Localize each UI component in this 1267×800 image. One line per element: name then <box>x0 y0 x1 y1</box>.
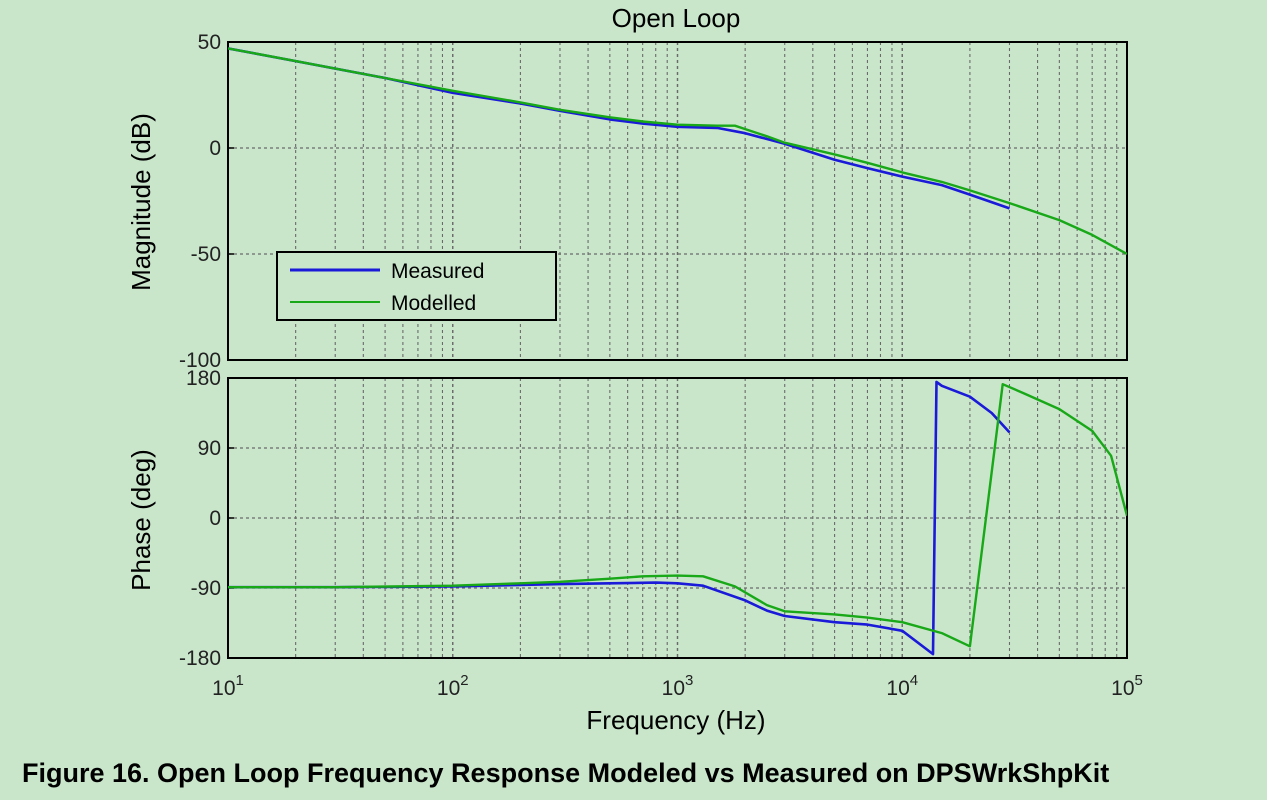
x-tick-label: 102 <box>437 672 469 700</box>
magnitude-ylabel: Magnitude (dB) <box>126 113 156 291</box>
figure-caption: Figure 16. Open Loop Frequency Response … <box>22 758 1110 788</box>
axes-frame <box>227 41 1128 361</box>
grid-layer <box>228 42 1127 658</box>
y-tick-label: -50 <box>191 243 221 266</box>
legend-measured-label: Measured <box>391 260 484 283</box>
modelled-series-line-magnitude <box>228 47 1127 256</box>
y-tick-label: 90 <box>198 437 221 460</box>
legend-modelled-label: Modelled <box>391 292 476 315</box>
y-tick-label: -100 <box>179 349 221 372</box>
x-tick-label: 104 <box>886 672 918 700</box>
x-tick-label: 105 <box>1111 672 1143 700</box>
legend-box <box>276 251 557 321</box>
frequency-xlabel: Frequency (Hz) <box>586 705 765 735</box>
modelled-series-line-phase <box>228 383 1127 648</box>
y-tick-label: -90 <box>191 577 221 600</box>
measured-series-line-magnitude <box>228 47 1010 210</box>
plot-title: Open Loop <box>612 3 741 33</box>
measured-series-line-phase <box>228 380 1011 656</box>
text-layer: Open Loop Magnitude (dB) Phase (deg) Fre… <box>126 3 1143 735</box>
y-tick-label: 0 <box>209 507 221 530</box>
y-tick-label: 50 <box>198 31 221 54</box>
phase-ylabel: Phase (deg) <box>126 449 156 591</box>
legend: Measured Modelled <box>276 251 557 321</box>
x-tick-label: 103 <box>662 672 694 700</box>
y-tick-label: 180 <box>186 367 221 390</box>
y-tick-label: 0 <box>209 137 221 160</box>
axes-layer <box>227 41 1128 659</box>
x-tick-label: 101 <box>212 672 244 700</box>
series-layer <box>228 47 1127 656</box>
y-tick-label: -180 <box>179 647 221 670</box>
